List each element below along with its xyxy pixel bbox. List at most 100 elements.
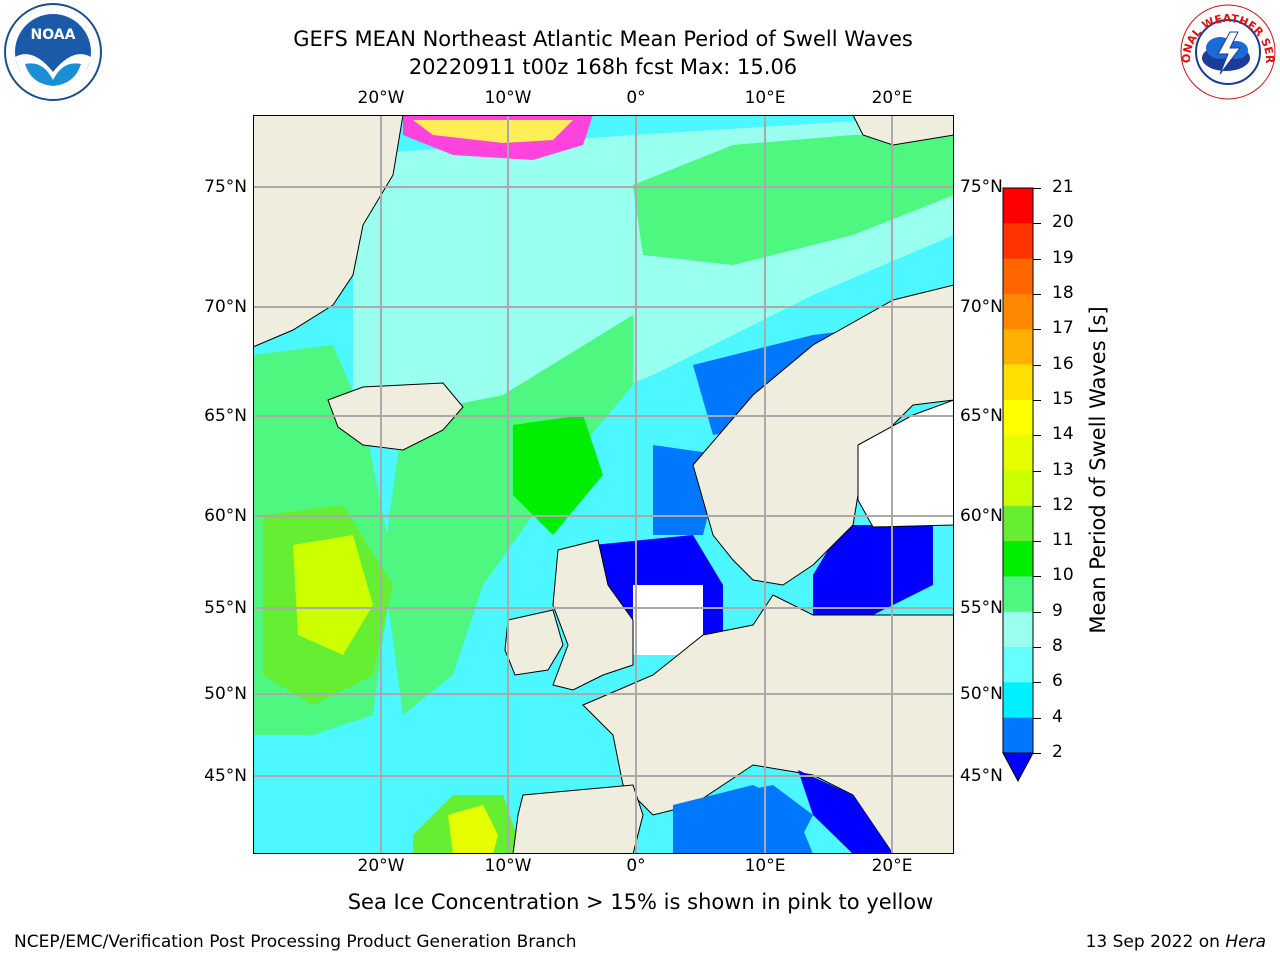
- colorbar-tick-label: 8: [1052, 636, 1063, 657]
- lon-label-top: 10°E: [744, 88, 786, 108]
- colorbar-tick-label: 20: [1052, 212, 1074, 233]
- colorbar-tick: [1033, 647, 1041, 649]
- lat-label-left: 55°N: [204, 598, 247, 618]
- chart-subtitle: 20220911 t00z 168h fcst Max: 15.06: [408, 55, 798, 79]
- lat-label-right: 55°N: [960, 598, 1003, 618]
- colorbar: [1002, 187, 1034, 783]
- colorbar-tick: [1033, 576, 1041, 578]
- colorbar-tick: [1033, 364, 1041, 366]
- colorbar-tick: [1033, 329, 1041, 331]
- colorbar-tick-label: 15: [1052, 388, 1074, 409]
- colorbar-tick: [1033, 435, 1041, 437]
- map-frame: [253, 115, 954, 854]
- lon-label-top: 20°W: [357, 88, 405, 108]
- mediterranean-sea: [673, 785, 813, 854]
- nws-logo: NATIONAL WEATHER SERVICE: [1178, 2, 1276, 100]
- colorbar-tick: [1033, 399, 1041, 401]
- map-canvas: [253, 115, 954, 854]
- lon-label-bottom: 20°E: [871, 856, 913, 876]
- colorbar-segment: [1003, 435, 1033, 471]
- colorbar-segment: [1003, 258, 1033, 295]
- lon-label-bottom: 0°: [626, 856, 646, 876]
- colorbar-segment: [1003, 329, 1033, 366]
- colorbar-tick-label: 11: [1052, 530, 1074, 551]
- colorbar-tick: [1033, 717, 1041, 719]
- colorbar-tick-label: 6: [1052, 671, 1063, 692]
- no-data-region: [633, 585, 703, 655]
- colorbar-tick: [1033, 541, 1041, 543]
- land-great-britain: [552, 539, 634, 691]
- colorbar-tick-label: 18: [1052, 282, 1074, 303]
- lat-label-right: 60°N: [960, 506, 1003, 526]
- colorbar-title: Mean Period of Swell Waves [s]: [1086, 306, 1110, 634]
- colorbar-tick-label: 16: [1052, 353, 1074, 374]
- land-continental-europe: [582, 594, 954, 854]
- colorbar-tick: [1033, 470, 1041, 472]
- colorbar-segment: [1003, 364, 1033, 401]
- lat-label-left: 60°N: [204, 506, 247, 526]
- colorbar-tick-label: 10: [1052, 565, 1074, 586]
- colorbar-segment: [1003, 647, 1033, 683]
- colorbar-tick-label: 13: [1052, 459, 1074, 480]
- lat-label-left: 70°N: [204, 297, 247, 317]
- colorbar-segment: [1003, 505, 1033, 542]
- land-ireland: [504, 609, 564, 676]
- colorbar-segment: [1003, 399, 1033, 436]
- period-zone-13-14: [448, 805, 498, 854]
- colorbar-tick: [1033, 258, 1041, 260]
- lat-label-left: 50°N: [204, 684, 247, 704]
- colorbar-tick: [1033, 753, 1041, 754]
- lat-label-left: 65°N: [204, 406, 247, 426]
- colorbar-tick: [1033, 611, 1041, 613]
- lat-label-right: 65°N: [960, 406, 1003, 426]
- sea-ice-region: [413, 120, 573, 143]
- noaa-logo: NOAA: [4, 3, 102, 101]
- land-greenland: [253, 115, 404, 348]
- lon-label-top: 20°E: [871, 88, 913, 108]
- graticule: [253, 115, 954, 854]
- land-svalbard: [852, 115, 954, 146]
- colorbar-tick: [1033, 188, 1041, 189]
- footer-credit: NCEP/EMC/Verification Post Processing Pr…: [14, 932, 577, 952]
- colorbar-tick: [1033, 505, 1041, 507]
- colorbar-tick: [1033, 682, 1041, 684]
- adriatic-sea: [798, 770, 893, 854]
- colorbar-tick: [1033, 223, 1041, 225]
- swell-period-map: [253, 115, 954, 854]
- colorbar-tick-label: 12: [1052, 494, 1074, 515]
- period-zone-10-11: [513, 415, 603, 535]
- period-zone-under-2: [813, 525, 933, 615]
- lon-label-top: 0°: [626, 88, 646, 108]
- lat-label-left: 45°N: [204, 766, 247, 786]
- colorbar-segment: [1003, 223, 1033, 260]
- colorbar-under-arrow: [1002, 752, 1034, 783]
- colorbar-tick-label: 2: [1052, 742, 1063, 762]
- colorbar-tick-label: 4: [1052, 706, 1063, 727]
- colorbar-tick: [1033, 293, 1041, 295]
- lat-label-right: 45°N: [960, 766, 1003, 786]
- footer-date: 13 Sep 2022 on Hera: [1086, 932, 1266, 952]
- colorbar-segment: [1003, 717, 1033, 754]
- lon-label-bottom: 10°E: [744, 856, 786, 876]
- colorbar-segment: [1003, 682, 1033, 719]
- colorbar-segment: [1003, 541, 1033, 577]
- noaa-logo-text: NOAA: [31, 27, 76, 43]
- period-zone-12-13: [293, 535, 373, 655]
- colorbar-segment: [1003, 188, 1033, 224]
- chart-title: GEFS MEAN Northeast Atlantic Mean Period…: [293, 27, 913, 51]
- sea-ice-note: Sea Ice Concentration > 15% is shown in …: [347, 890, 934, 914]
- footer-date-text: 13 Sep 2022 on: [1085, 932, 1226, 952]
- lon-label-bottom: 20°W: [357, 856, 405, 876]
- colorbar-segment: [1003, 470, 1033, 507]
- footer-host: Hera: [1225, 932, 1266, 952]
- colorbar-tick-label: 17: [1052, 318, 1074, 339]
- colorbar-tick-label: 21: [1052, 177, 1074, 197]
- colorbar-segment: [1003, 611, 1033, 648]
- land-iberia: [512, 784, 644, 854]
- colorbar-segment: [1003, 293, 1033, 330]
- colorbar-segment: [1003, 576, 1033, 613]
- period-zone-9-10: [633, 135, 954, 265]
- colorbar-tick-label: 19: [1052, 247, 1074, 268]
- lon-label-bottom: 10°W: [484, 856, 532, 876]
- lat-label-right: 70°N: [960, 297, 1003, 317]
